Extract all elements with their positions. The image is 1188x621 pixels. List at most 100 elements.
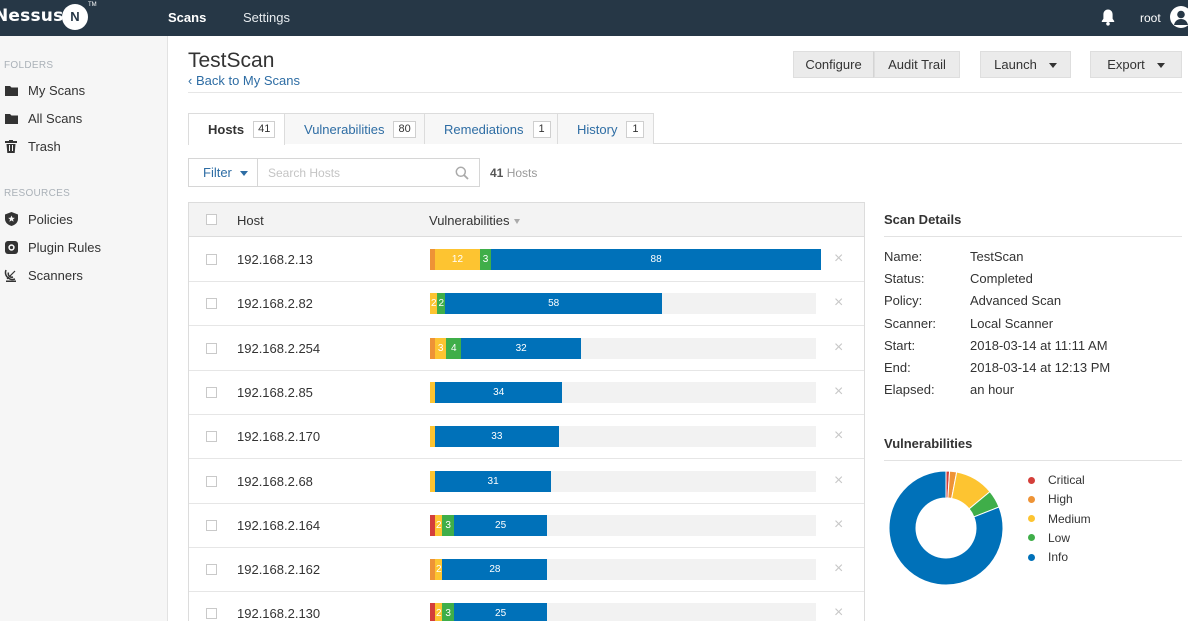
severity-segment-critical[interactable] — [430, 514, 435, 536]
table-row[interactable]: 192.168.2.13 12 3 88 × — [189, 238, 864, 282]
sidebar-item-trash[interactable]: Trash — [4, 136, 61, 156]
row-checkbox[interactable] — [206, 342, 217, 354]
severity-segment-info[interactable]: 88 — [491, 249, 821, 270]
host-ip[interactable]: 192.168.2.68 — [237, 473, 313, 489]
row-checkbox[interactable] — [206, 431, 217, 443]
severity-segment-info[interactable]: 25 — [453, 514, 548, 536]
severity-segment-medium[interactable] — [430, 470, 435, 492]
export-button[interactable]: Export — [1090, 51, 1182, 78]
remove-host-icon[interactable]: × — [834, 427, 844, 445]
sidebar-item-plugin-rules[interactable]: Plugin Rules — [4, 237, 101, 257]
severity-segment-low[interactable]: 2 — [437, 293, 445, 315]
sidebar-item-my-scans[interactable]: My Scans — [4, 80, 85, 100]
severity-segment-info[interactable]: 31 — [435, 470, 552, 492]
table-row[interactable]: 192.168.2.162 2 28 × — [189, 548, 864, 593]
sidebar-item-all-scans[interactable]: All Scans — [4, 108, 82, 128]
vulnerability-bar[interactable]: 2 2 58 — [430, 293, 816, 315]
audit-trail-button[interactable]: Audit Trail — [874, 51, 960, 78]
tab-remediations[interactable]: Remediations 1 — [424, 113, 558, 144]
vulnerability-bar[interactable]: 34 — [430, 381, 816, 403]
table-row[interactable]: 192.168.2.85 34 × — [189, 370, 864, 415]
severity-segment-high[interactable] — [430, 249, 435, 270]
search-hosts-input[interactable] — [258, 159, 443, 186]
severity-segment-info[interactable]: 32 — [461, 337, 582, 359]
host-ip[interactable]: 192.168.2.170 — [237, 429, 321, 445]
severity-segment-info[interactable]: 28 — [442, 559, 548, 581]
back-to-my-scans-link[interactable]: ‹ Back to My Scans — [188, 73, 300, 88]
vulnerability-bar[interactable]: 2 28 — [430, 559, 816, 581]
nav-scans[interactable]: Scans — [168, 10, 207, 25]
remove-host-icon[interactable]: × — [834, 294, 844, 312]
host-column-header[interactable]: Host — [237, 213, 264, 228]
table-row[interactable]: 192.168.2.130 2 3 25 × — [189, 592, 864, 621]
host-ip[interactable]: 192.168.2.82 — [237, 296, 313, 312]
user-menu-name[interactable]: root — [1140, 11, 1161, 25]
row-checkbox[interactable] — [206, 475, 217, 487]
table-row[interactable]: 192.168.2.82 2 2 58 × — [189, 282, 864, 327]
table-row[interactable]: 192.168.2.164 2 3 25 × — [189, 503, 864, 548]
filter-button[interactable]: Filter — [188, 158, 258, 187]
severity-segment-medium[interactable] — [430, 381, 435, 403]
host-ip[interactable]: 192.168.2.164 — [237, 517, 321, 533]
remove-host-icon[interactable]: × — [834, 471, 844, 489]
table-row[interactable]: 192.168.2.68 31 × — [189, 459, 864, 504]
host-ip[interactable]: 192.168.2.130 — [237, 606, 321, 621]
table-row[interactable]: 192.168.2.170 33 × — [189, 415, 864, 460]
severity-segment-high[interactable] — [430, 559, 435, 581]
severity-segment-low[interactable]: 3 — [442, 603, 454, 621]
host-ip[interactable]: 192.168.2.162 — [237, 562, 321, 578]
severity-segment-low[interactable]: 4 — [446, 337, 462, 359]
row-checkbox[interactable] — [206, 519, 217, 531]
severity-segment-medium[interactable]: 3 — [435, 337, 447, 359]
remove-host-icon[interactable]: × — [834, 604, 844, 621]
host-ip[interactable]: 192.168.2.254 — [237, 340, 321, 356]
row-checkbox[interactable] — [206, 386, 217, 398]
remove-host-icon[interactable]: × — [834, 338, 844, 356]
remove-host-icon[interactable]: × — [834, 382, 844, 400]
severity-segment-medium[interactable] — [430, 426, 435, 448]
sidebar-item-policies[interactable]: Policies — [4, 209, 73, 229]
severity-segment-medium[interactable]: 2 — [435, 559, 443, 581]
row-checkbox[interactable] — [206, 564, 217, 576]
severity-segment-info[interactable]: 34 — [435, 381, 563, 403]
notifications-bell-icon[interactable] — [1100, 8, 1116, 26]
sidebar-item-scanners[interactable]: Scanners — [4, 265, 83, 285]
vulnerability-bar[interactable]: 31 — [430, 470, 816, 492]
severity-segment-low[interactable]: 3 — [442, 514, 454, 536]
select-all-checkbox[interactable] — [206, 214, 217, 225]
severity-segment-medium[interactable]: 2 — [435, 603, 443, 621]
severity-segment-medium[interactable]: 12 — [435, 249, 480, 270]
severity-segment-info[interactable]: 58 — [444, 293, 663, 315]
vulnerability-bar[interactable]: 12 3 88 — [430, 249, 821, 270]
vulnerability-bar[interactable]: 2 3 25 — [430, 514, 816, 536]
row-checkbox[interactable] — [206, 298, 217, 310]
remove-host-icon[interactable]: × — [834, 250, 844, 267]
search-icon[interactable] — [455, 166, 469, 180]
severity-segment-high[interactable] — [430, 337, 435, 359]
table-row[interactable]: 192.168.2.254 3 4 32 × — [189, 326, 864, 371]
severity-segment-info[interactable]: 25 — [453, 603, 548, 621]
donut-slice-info[interactable] — [888, 470, 1004, 586]
tab-vulnerabilities[interactable]: Vulnerabilities 80 — [284, 113, 425, 144]
severity-segment-info[interactable]: 33 — [435, 426, 559, 448]
tab-history[interactable]: History 1 — [557, 113, 654, 144]
launch-button[interactable]: Launch — [980, 51, 1071, 78]
configure-button[interactable]: Configure — [793, 51, 874, 78]
nessus-logo[interactable]: Nessus — [0, 6, 64, 26]
severity-segment-medium[interactable]: 2 — [430, 293, 438, 315]
row-checkbox[interactable] — [206, 254, 217, 265]
vulnerability-bar[interactable]: 33 — [430, 426, 816, 448]
severity-segment-low[interactable]: 3 — [479, 249, 492, 270]
remove-host-icon[interactable]: × — [834, 515, 844, 533]
host-ip[interactable]: 192.168.2.13 — [237, 252, 313, 267]
vulnerabilities-column-header[interactable]: Vulnerabilities — [429, 213, 521, 228]
severity-segment-medium[interactable]: 2 — [435, 514, 443, 536]
vulnerability-bar[interactable]: 2 3 25 — [430, 603, 816, 621]
row-checkbox[interactable] — [206, 608, 217, 620]
nav-settings[interactable]: Settings — [243, 10, 290, 25]
host-ip[interactable]: 192.168.2.85 — [237, 384, 313, 400]
user-avatar-icon[interactable] — [1170, 6, 1188, 28]
vulnerability-bar[interactable]: 3 4 32 — [430, 337, 816, 359]
severity-segment-critical[interactable] — [430, 603, 435, 621]
tab-hosts[interactable]: Hosts 41 — [188, 113, 285, 145]
